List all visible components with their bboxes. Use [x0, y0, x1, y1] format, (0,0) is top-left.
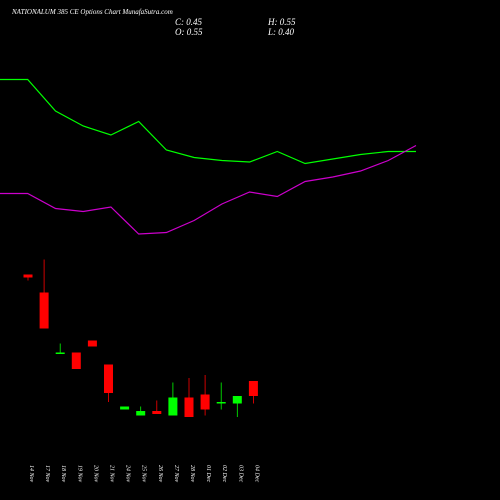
candle-body — [184, 397, 194, 417]
candle-body — [87, 340, 97, 347]
candle-body — [136, 411, 146, 416]
candle-body — [200, 394, 210, 410]
candle-body — [104, 364, 113, 393]
candle-body — [168, 397, 178, 416]
x-tick-label: 17 Nov — [44, 465, 50, 483]
x-tick-label: 14 Nov — [28, 465, 35, 483]
x-tick-label: 18 Nov — [60, 465, 66, 483]
x-tick-label: 20 Nov — [92, 465, 98, 483]
candle-body — [39, 292, 49, 329]
candle-body — [55, 352, 65, 354]
chart-title: NATIONALUM 385 CE Options Chart MunafaSu… — [11, 8, 173, 16]
x-tick-label: 28 Nov — [189, 465, 195, 483]
x-tick-label: 21 Nov — [109, 465, 115, 483]
x-tick-label: 04 Dec — [253, 465, 260, 482]
x-tick-label: 03 Dec — [237, 465, 243, 482]
header-open: O: 0.55 — [175, 27, 203, 37]
candle-body — [248, 381, 258, 396]
header-low: L: 0.40 — [267, 27, 295, 37]
candle-body — [152, 411, 162, 414]
candle-body — [120, 406, 130, 410]
candle-body — [232, 396, 242, 404]
x-tick-label: 02 Dec — [221, 465, 227, 482]
x-tick-label: 19 Nov — [76, 465, 82, 483]
candle-body — [71, 352, 81, 369]
candle-body — [216, 402, 226, 404]
x-tick-label: 24 Nov — [125, 465, 132, 483]
x-tick-label: 27 Nov — [173, 465, 179, 483]
header-high: H: 0.55 — [267, 17, 296, 27]
header-close: C: 0.45 — [175, 17, 203, 27]
x-tick-label: 01 Dec — [205, 465, 211, 482]
line-series — [0, 144, 417, 235]
line-series — [0, 78, 416, 165]
x-tick-label: 26 Nov — [157, 465, 163, 483]
x-tick-label: 25 Nov — [141, 465, 147, 483]
candle-body — [23, 274, 33, 278]
